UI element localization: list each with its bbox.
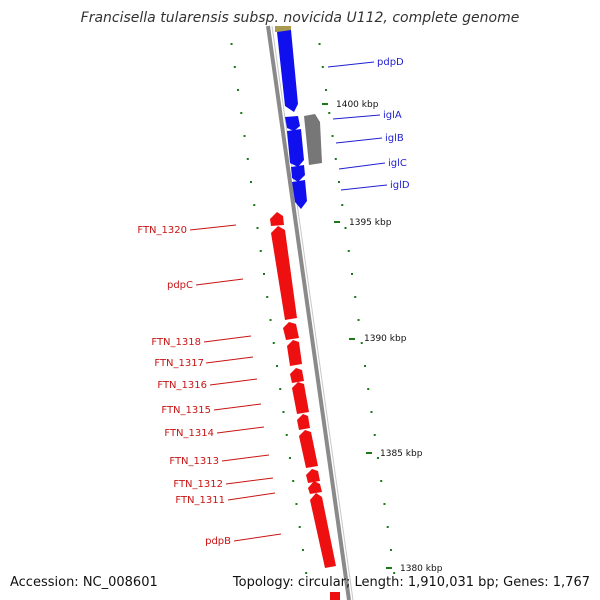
label-FTN_1318[interactable]: FTN_1318 xyxy=(151,337,201,348)
label-iglA[interactable]: iglA xyxy=(383,110,402,121)
label-FTN_1315[interactable]: FTN_1315 xyxy=(161,405,211,416)
label-pdpC[interactable]: pdpC xyxy=(167,280,193,291)
gene-FTN_1317[interactable] xyxy=(287,340,302,366)
label-FTN_1313[interactable]: FTN_1313 xyxy=(169,456,219,467)
label-iglD[interactable]: iglD xyxy=(390,180,410,191)
gene-iglB[interactable] xyxy=(287,129,304,167)
gene-FTN_1316[interactable] xyxy=(290,368,304,383)
gene-FTN_1318[interactable] xyxy=(283,322,299,340)
genome-backbone xyxy=(266,25,354,600)
gene-iglA[interactable] xyxy=(285,116,300,131)
gene-FTN_1312[interactable] xyxy=(306,469,320,483)
gene-FTN_1314[interactable] xyxy=(297,414,310,430)
red-label-leaders xyxy=(189,224,282,542)
gene-FTN_1311[interactable] xyxy=(308,481,322,494)
gene-bottom-red[interactable] xyxy=(330,592,340,600)
forward-strand-genes xyxy=(277,30,307,209)
scale-label-1400: 1400 kbp xyxy=(336,100,379,110)
scale-label-1385: 1385 kbp xyxy=(380,449,423,459)
scale-label-1380: 1380 kbp xyxy=(400,564,443,574)
label-FTN_1316[interactable]: FTN_1316 xyxy=(157,380,207,391)
gene-iglC[interactable] xyxy=(291,165,305,182)
accession-text: Accession: NC_008601 xyxy=(10,575,158,590)
label-iglC[interactable]: iglC xyxy=(388,158,407,169)
gene-FTN_1320[interactable] xyxy=(270,212,284,226)
label-iglB[interactable]: iglB xyxy=(385,133,404,144)
label-FTN_1312[interactable]: FTN_1312 xyxy=(173,479,223,490)
label-pdpD[interactable]: pdpD xyxy=(377,57,404,68)
scale-ticks xyxy=(230,43,396,574)
red-gene-labels: FTN_1320 pdpC FTN_1318 FTN_1317 FTN_1316… xyxy=(137,225,231,547)
gene-pdpB[interactable] xyxy=(310,493,336,568)
gene-FTN_1313[interactable] xyxy=(299,430,318,468)
label-FTN_1317[interactable]: FTN_1317 xyxy=(154,358,204,369)
gene-pdpD[interactable] xyxy=(277,30,298,112)
gene-iglD[interactable] xyxy=(292,180,307,209)
topology-text: Topology: circular; Length: 1,910,031 bp… xyxy=(232,575,590,590)
gene-pdpC[interactable] xyxy=(271,226,297,320)
gene-grey[interactable] xyxy=(304,114,322,165)
blue-label-leaders xyxy=(327,61,388,191)
label-pdpB[interactable]: pdpB xyxy=(205,536,231,547)
scale-label-1390: 1390 kbp xyxy=(364,334,407,344)
label-FTN_1314[interactable]: FTN_1314 xyxy=(164,428,214,439)
gene-FTN_1315[interactable] xyxy=(292,382,309,414)
blue-gene-labels: pdpD iglA iglB iglC iglD xyxy=(377,57,410,191)
genome-title: Francisella tularensis subsp. novicida U… xyxy=(81,10,520,26)
top-feature xyxy=(275,26,291,32)
label-FTN_1311[interactable]: FTN_1311 xyxy=(175,495,225,506)
reverse-strand-genes xyxy=(270,212,340,600)
scale-label-1395: 1395 kbp xyxy=(349,218,392,228)
label-FTN_1320[interactable]: FTN_1320 xyxy=(137,225,187,236)
scale-labels: 1400 kbp 1395 kbp 1390 kbp 1385 kbp 1380… xyxy=(336,100,443,574)
